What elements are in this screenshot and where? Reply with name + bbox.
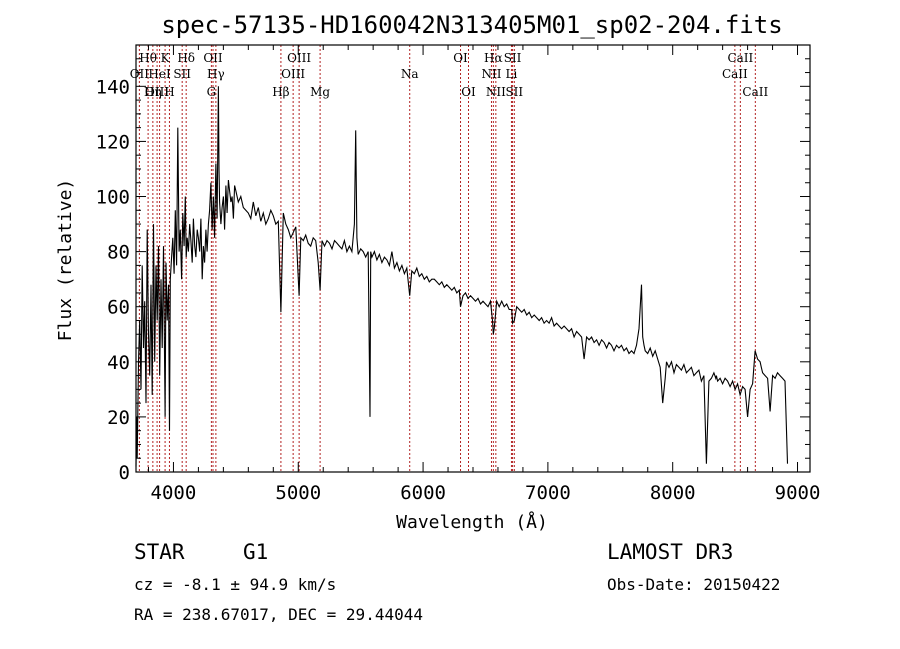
y-tick-label: 40 [107,352,130,374]
spectral-line-label: OII [130,67,150,81]
spectral-line-label: HeI [148,67,171,81]
spectrum-series-line [135,86,789,467]
spectral-line-label: CaII [722,67,748,81]
y-axis-title: Flux (relative) [55,179,76,342]
spectral-line-label: OI [453,51,468,65]
x-tick-label: 6000 [400,482,446,504]
spectral-line-label: Hη [144,85,162,99]
spectral-line-label: G [207,85,217,99]
obs-date-label: Obs-Date: 20150422 [607,575,781,594]
spectral-line-label: OIII [287,51,311,65]
spectral-line-label: Na [401,67,419,81]
y-tick-label: 120 [96,131,130,153]
spectral-line-label: OIII [145,85,169,99]
spectral-line-label: SII [505,85,523,99]
y-axis-ticks: 0 20 40 60 80 100 120 140 [96,58,810,484]
spectral-line-label: NII [481,67,501,81]
spectral-line-label: OIII [281,67,305,81]
y-tick-label: 140 [96,76,130,98]
subclass-label: G1 [243,540,269,564]
spectral-line-label: Li [506,67,518,81]
x-tick-label: 5000 [275,482,321,504]
spectral-line-label: OII [203,51,223,65]
spectral-line-label: Hθ [139,51,157,65]
plot-frame [135,44,811,473]
coordinates-label: RA = 238.67017, DEC = 29.44044 [134,605,423,624]
x-axis-ticks: 4000 5000 6000 7000 8000 9000 [147,45,821,504]
spectral-line-label: H [164,85,174,99]
chart-title: spec-57135-HD160042N313405M01_sp02-204.f… [161,11,782,39]
spectral-line-label: Hβ [272,85,289,99]
spectral-line-label: K [161,51,171,65]
y-tick-label: 60 [107,297,130,319]
x-axis-title: Wavelength (Å) [396,511,548,533]
x-tick-label: 4000 [151,482,197,504]
spectral-line-label: CaII [727,51,753,65]
object-class-label: STAR [134,540,185,564]
y-tick-label: 20 [107,407,130,429]
spectral-line-markers [138,45,756,472]
y-tick-label: 100 [96,187,130,209]
x-tick-label: 8000 [650,482,696,504]
survey-label: LAMOST DR3 [607,540,734,564]
y-tick-label: 80 [107,242,130,264]
redshift-label: cz = -8.1 ± 94.9 km/s [134,575,337,594]
spectral-line-label: SII [504,51,522,65]
spectral-line-label: Hγ [207,67,225,81]
x-tick-label: 9000 [775,482,821,504]
y-tick-label: 0 [119,462,130,484]
x-tick-label: 7000 [525,482,571,504]
spectral-line-label: CaII [742,85,768,99]
spectral-line-label: Mg [310,85,330,99]
spectral-line-label: Hδ [177,51,195,65]
spectral-line-label: NII [486,85,506,99]
spectral-line-label: OI [461,85,476,99]
spectral-line-label: SII [173,67,191,81]
spectral-line-label: Hα [484,51,503,65]
